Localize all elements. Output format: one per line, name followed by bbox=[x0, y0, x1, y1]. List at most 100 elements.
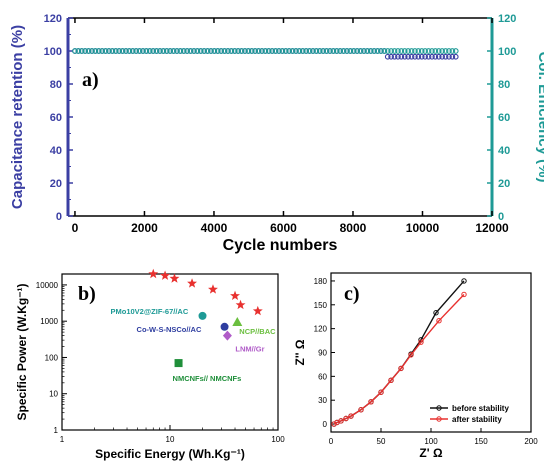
star-point bbox=[160, 270, 170, 280]
star-point bbox=[230, 290, 240, 301]
ytick-label-left: 100 bbox=[44, 46, 62, 58]
efficiency-point bbox=[449, 48, 456, 54]
efficiency-point bbox=[262, 48, 269, 54]
efficiency-point bbox=[299, 48, 306, 54]
efficiency-point bbox=[211, 48, 218, 54]
retention-point bbox=[391, 53, 398, 60]
efficiency-point bbox=[265, 48, 272, 54]
efficiency-point bbox=[187, 48, 194, 54]
efficiency-point bbox=[429, 48, 435, 54]
efficiency-point bbox=[157, 48, 163, 54]
efficiency-point bbox=[395, 48, 401, 54]
panel-label-a: a) bbox=[82, 69, 99, 91]
efficiency-point bbox=[333, 48, 340, 54]
efficiency-point bbox=[238, 48, 245, 54]
efficiency-point bbox=[174, 48, 180, 54]
star-point bbox=[187, 278, 197, 288]
retention-point bbox=[408, 53, 415, 60]
series-point bbox=[436, 318, 442, 324]
retention-point bbox=[429, 53, 435, 60]
efficiency-point bbox=[279, 48, 286, 54]
panel-b: 1 10 100 1000 10000 1 10 100 PMo10V2@ZIF-67//AC C… bbox=[15, 268, 285, 461]
series-point bbox=[338, 418, 344, 424]
series-line-after bbox=[333, 293, 465, 425]
efficiency-point bbox=[378, 48, 384, 54]
efficiency-point bbox=[106, 48, 112, 54]
efficiency-point bbox=[208, 48, 214, 54]
efficiency-point bbox=[242, 48, 248, 54]
ytick-label-right: 60 bbox=[498, 112, 510, 124]
efficiency-point bbox=[197, 48, 204, 54]
efficiency-point bbox=[248, 48, 255, 54]
ytick-label: 120 bbox=[314, 325, 328, 334]
efficiency-point bbox=[374, 48, 381, 54]
efficiency-point bbox=[391, 48, 398, 54]
retention-point bbox=[449, 53, 456, 60]
efficiency-point bbox=[129, 48, 136, 54]
xtick-label: 8000 bbox=[340, 221, 367, 235]
retention-point bbox=[405, 53, 411, 60]
efficiency-point bbox=[78, 48, 85, 54]
efficiency-point bbox=[276, 48, 282, 54]
efficiency-point bbox=[191, 48, 197, 54]
xtick-label: 100 bbox=[424, 437, 438, 446]
star-point bbox=[169, 273, 180, 283]
panel-label-c: c) bbox=[344, 283, 360, 305]
annotation-label: LNM//Gr bbox=[235, 345, 264, 354]
y-axis-label: Specific Power (W.Kg⁻¹) bbox=[15, 283, 29, 420]
efficiency-point bbox=[446, 48, 452, 54]
ytick-label-left: 80 bbox=[50, 79, 62, 91]
efficiency-point bbox=[228, 48, 235, 54]
efficiency-point bbox=[357, 48, 364, 54]
ytick-label: 180 bbox=[314, 277, 328, 286]
marker-circle bbox=[198, 311, 207, 320]
efficiency-point bbox=[435, 48, 442, 54]
annotation-label: NMCNFs// NMCNFs bbox=[173, 374, 242, 383]
efficiency-point bbox=[432, 48, 439, 54]
efficiency-point bbox=[153, 48, 160, 54]
panel-c: 0 30 60 90 120 150 180 0 50 100 150 200 before stabi… bbox=[293, 272, 538, 460]
xtick-label: 10000 bbox=[406, 221, 440, 235]
ytick-label-right: 100 bbox=[498, 46, 516, 58]
series-point bbox=[343, 415, 349, 422]
series-point bbox=[378, 389, 384, 395]
efficiency-point bbox=[136, 48, 143, 54]
efficiency-point bbox=[398, 48, 405, 54]
efficiency-point bbox=[381, 48, 388, 54]
efficiency-point bbox=[201, 48, 207, 54]
xtick-label: 4000 bbox=[201, 221, 228, 235]
annotation-label: Co-W-S-NSCo//AC bbox=[137, 325, 202, 334]
retention-point bbox=[395, 53, 401, 60]
ytick-label: 60 bbox=[318, 372, 327, 381]
efficiency-point bbox=[252, 48, 258, 54]
series-point bbox=[461, 278, 467, 284]
efficiency-point bbox=[167, 48, 173, 54]
efficiency-point bbox=[337, 48, 344, 54]
efficiency-point bbox=[439, 48, 446, 54]
ytick-label: 1000 bbox=[40, 317, 58, 326]
efficiency-point bbox=[367, 48, 374, 54]
ytick-label-right: 80 bbox=[498, 79, 510, 91]
efficiency-point bbox=[313, 48, 320, 54]
efficiency-point bbox=[109, 48, 116, 54]
efficiency-point bbox=[255, 48, 262, 54]
efficiency-point bbox=[143, 48, 150, 54]
xtick-label: 10 bbox=[166, 435, 175, 444]
marker-triangle bbox=[232, 316, 243, 326]
efficiency-point bbox=[344, 48, 350, 54]
efficiency-point bbox=[415, 48, 422, 54]
y-axis-label-right: Col. Efficiency (%) bbox=[535, 52, 544, 183]
series-point bbox=[461, 291, 467, 298]
ytick-label: 1 bbox=[54, 426, 59, 435]
efficiency-point bbox=[221, 48, 228, 54]
ytick-label-right: 120 bbox=[498, 13, 516, 25]
efficiency-point bbox=[340, 48, 347, 54]
legend-marker bbox=[436, 405, 442, 411]
retention-point bbox=[412, 53, 418, 60]
efficiency-point bbox=[408, 48, 415, 54]
efficiency-point bbox=[112, 48, 119, 54]
retention-point bbox=[439, 53, 445, 60]
retention-point bbox=[388, 53, 394, 60]
ytick-label-right: 20 bbox=[498, 178, 510, 190]
xtick-label: 0 bbox=[72, 221, 79, 235]
